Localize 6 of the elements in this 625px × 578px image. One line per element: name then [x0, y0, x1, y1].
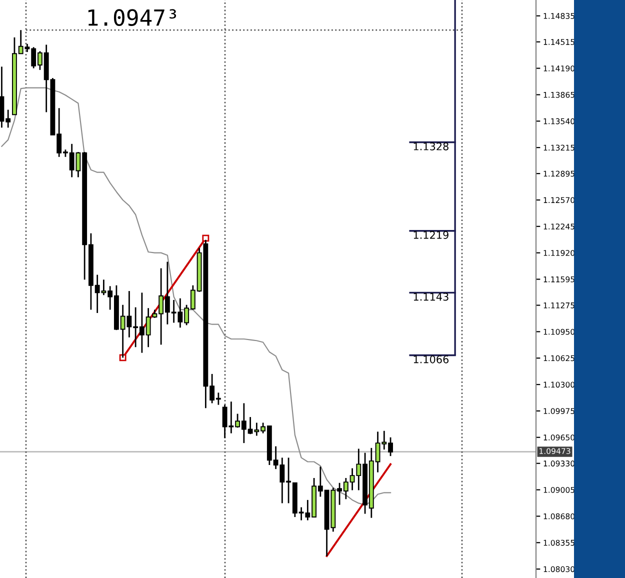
ref-line-label: 1.1143	[414, 292, 448, 301]
ref-line-label: 1.1066	[414, 355, 449, 364]
annotation: 1.0947³	[88, 9, 176, 26]
ref-line-label: 1.1328	[414, 142, 448, 150]
line-series	[1, 87, 392, 506]
ref-line-label: 1.1219	[414, 231, 448, 239]
